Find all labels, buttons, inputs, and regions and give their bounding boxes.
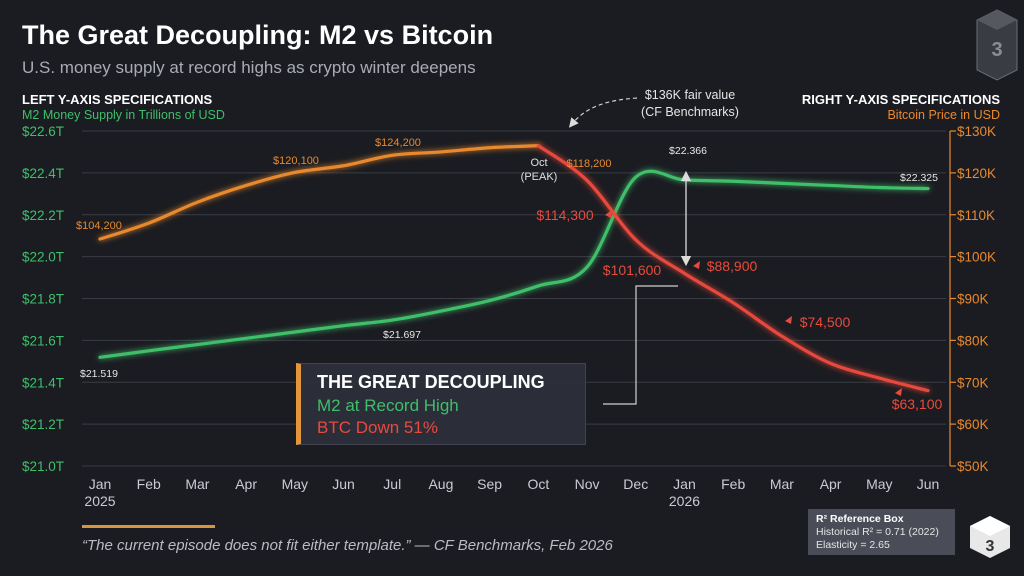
peak-label-line1: Oct	[530, 157, 547, 169]
data-label: $101,600	[603, 262, 662, 278]
chart-title: The Great Decoupling: M2 vs Bitcoin	[22, 20, 494, 50]
x-axis-tick-label: Nov	[575, 476, 600, 492]
x-axis-tick-label: May	[866, 476, 892, 492]
left-axis-tick-label: $21.8T	[22, 292, 64, 307]
cube-badge-icon: 3	[970, 516, 1010, 558]
data-label: $22.366	[669, 145, 707, 157]
callout-connector	[603, 285, 678, 405]
r-squared-reference-box: R² Reference Box Historical R² = 0.71 (2…	[808, 509, 955, 555]
label-pointer-icon	[895, 388, 902, 396]
x-axis-tick-label: Oct	[527, 476, 549, 492]
left-axis-tick-label: $21.6T	[22, 333, 64, 348]
left-axis-spec-heading: LEFT Y-AXIS SPECIFICATIONS	[22, 92, 213, 107]
reference-box-title: R² Reference Box	[816, 513, 904, 525]
x-axis-tick-label: Jun	[917, 476, 940, 492]
x-axis-year-label: 2026	[669, 493, 700, 509]
source-quote: “The current episode does not fit either…	[82, 537, 613, 554]
x-axis-tick-label: Feb	[721, 476, 745, 492]
x-axis-tick-label: Sep	[477, 476, 502, 492]
left-axis-tick-label: $22.0T	[22, 250, 64, 265]
right-axis-tick-label: $110K	[957, 208, 995, 223]
fair-value-note-line2: (CF Benchmarks)	[641, 105, 739, 119]
fair-value-note-line1: $136K fair value	[645, 88, 735, 102]
x-axis-tick-label: Jan	[673, 476, 696, 492]
x-axis-tick-label: Jan	[89, 476, 112, 492]
quote-accent-rule	[82, 525, 215, 528]
fair-value-arrow	[568, 97, 638, 128]
right-axis-tick-label: $70K	[957, 375, 989, 390]
data-label: $104,200	[76, 220, 122, 232]
x-axis-tick-label: May	[282, 476, 308, 492]
data-label: $63,100	[892, 396, 943, 412]
x-axis-tick-label: Dec	[623, 476, 648, 492]
left-axis-tick-label: $21.4T	[22, 375, 64, 390]
label-pointer-icon	[693, 261, 700, 269]
data-label: $118,200	[566, 158, 611, 170]
right-axis-spec-description: Bitcoin Price in USD	[887, 108, 1000, 122]
right-axis-tick-label: $60K	[957, 417, 989, 432]
data-label: $124,200	[375, 137, 421, 149]
left-axis-tick-label: $22.2T	[22, 208, 64, 223]
label-pointer-icon	[605, 210, 612, 218]
left-axis-tick-label: $22.4T	[22, 166, 64, 181]
right-axis-tick-label: $100K	[957, 250, 996, 265]
data-label: $22.325	[900, 172, 938, 184]
x-axis-tick-label: Jun	[332, 476, 355, 492]
left-axis-tick-label: $21.2T	[22, 417, 64, 432]
series-btc-rising-line	[98, 144, 540, 241]
right-axis-tick-label: $120K	[957, 166, 996, 181]
decoupling-callout-box: THE GREAT DECOUPLING M2 at Record High B…	[296, 363, 586, 445]
x-axis-tick-label: Apr	[820, 476, 842, 492]
left-axis-spec-description: M2 Money Supply in Trillions of USD	[22, 108, 225, 122]
x-axis-tick-label: Feb	[137, 476, 161, 492]
right-axis-spec-heading: RIGHT Y-AXIS SPECIFICATIONS	[801, 92, 1000, 107]
data-label: $88,900	[707, 258, 758, 274]
left-axis-tick-label: $21.0T	[22, 459, 64, 474]
callout-title: THE GREAT DECOUPLING	[317, 372, 545, 392]
data-label: $21.519	[80, 368, 118, 380]
data-label: $74,500	[800, 314, 851, 330]
x-axis-tick-label: Mar	[185, 476, 209, 492]
right-axis-tick-label: $90K	[957, 292, 989, 307]
svg-text:3: 3	[991, 39, 1002, 61]
right-axis-tick-label: $50K	[957, 459, 989, 474]
right-axis-tick-label: $130K	[957, 124, 996, 139]
data-label: $114,300	[536, 207, 594, 223]
callout-btc-line: BTC Down 51%	[317, 418, 438, 437]
peak-label-line2: (PEAK)	[521, 171, 558, 183]
data-label: $120,100	[273, 155, 319, 167]
left-axis-tick-label: $22.6T	[22, 124, 64, 139]
x-axis-tick-label: Aug	[428, 476, 453, 492]
cube-logo-icon: 3	[976, 9, 1018, 81]
x-axis-year-label: 2025	[84, 493, 115, 509]
x-axis-tick-label: Jul	[383, 476, 401, 492]
series-m2-line	[98, 169, 930, 359]
right-axis-tick-label: $80K	[957, 333, 989, 348]
x-axis-tick-label: Mar	[770, 476, 794, 492]
callout-m2-line: M2 at Record High	[317, 396, 459, 415]
label-pointer-icon	[785, 316, 792, 324]
chart-subtitle: U.S. money supply at record highs as cry…	[22, 58, 476, 77]
reference-box-historical: Historical R² = 0.71 (2022)	[816, 526, 939, 538]
data-label: $21.697	[383, 329, 421, 341]
x-axis-tick-label: Apr	[235, 476, 257, 492]
svg-text:3: 3	[986, 538, 995, 555]
reference-box-elasticity: Elasticity = 2.65	[816, 539, 890, 551]
